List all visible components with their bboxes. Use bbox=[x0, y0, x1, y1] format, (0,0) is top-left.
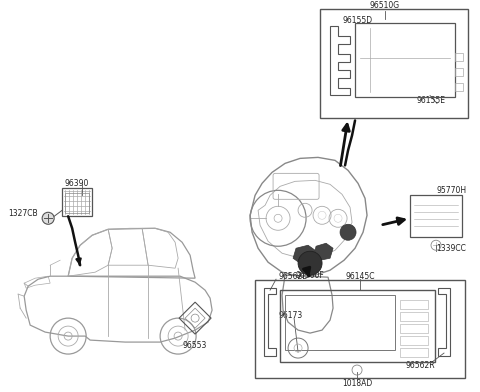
Text: 96553: 96553 bbox=[183, 341, 207, 350]
Circle shape bbox=[340, 224, 356, 240]
Text: 96155D: 96155D bbox=[342, 16, 372, 25]
Circle shape bbox=[42, 212, 54, 224]
Text: 96560F: 96560F bbox=[296, 271, 324, 280]
Text: 1327CB: 1327CB bbox=[9, 209, 38, 218]
Text: 96155E: 96155E bbox=[416, 96, 445, 105]
Polygon shape bbox=[293, 245, 315, 263]
Text: 96510G: 96510G bbox=[370, 1, 400, 10]
Text: 1339CC: 1339CC bbox=[436, 244, 466, 253]
Text: 96145C: 96145C bbox=[345, 272, 375, 281]
Text: 96173: 96173 bbox=[278, 310, 302, 319]
Text: 96562R: 96562R bbox=[406, 361, 435, 370]
Text: 96390: 96390 bbox=[65, 179, 89, 188]
Text: 1018AD: 1018AD bbox=[342, 379, 372, 388]
Polygon shape bbox=[314, 243, 333, 260]
Text: 96562L: 96562L bbox=[278, 272, 307, 281]
Circle shape bbox=[298, 251, 322, 275]
Text: 95770H: 95770H bbox=[436, 186, 466, 195]
